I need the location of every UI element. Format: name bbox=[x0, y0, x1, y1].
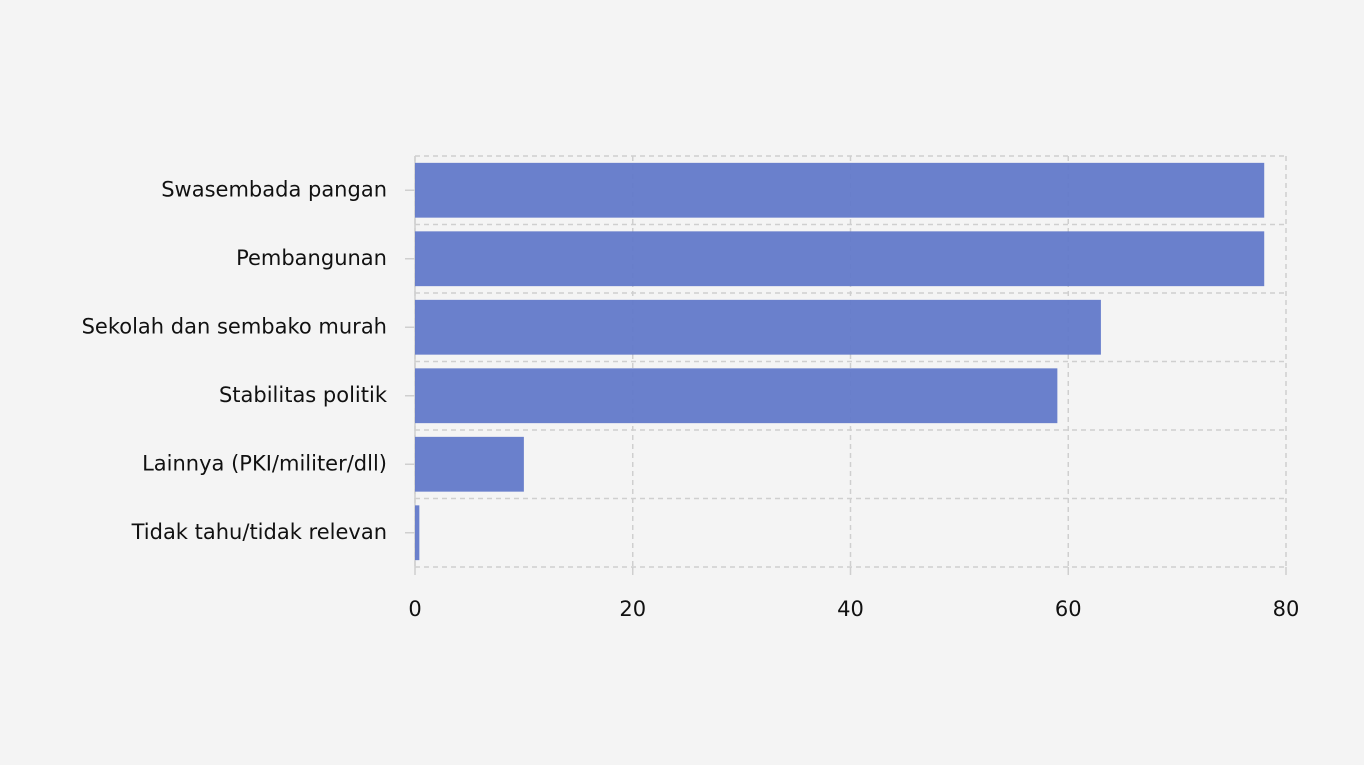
bar bbox=[415, 162, 1265, 218]
bar bbox=[415, 368, 1058, 424]
bar bbox=[415, 436, 524, 492]
y-tick-label: Tidak tahu/tidak relevan bbox=[131, 520, 387, 544]
y-tick-label: Pembangunan bbox=[236, 246, 387, 270]
x-tick-label: 0 bbox=[408, 597, 421, 621]
x-tick-label: 80 bbox=[1273, 597, 1300, 621]
bar bbox=[415, 299, 1101, 355]
bar bbox=[415, 505, 420, 561]
x-tick-label: 20 bbox=[619, 597, 646, 621]
y-tick-label: Lainnya (PKI/militer/dll) bbox=[142, 451, 387, 475]
y-tick-label: Sekolah dan sembako murah bbox=[82, 314, 387, 338]
x-tick-label: 40 bbox=[837, 597, 864, 621]
y-tick-label: Stabilitas politik bbox=[219, 383, 388, 407]
bar bbox=[415, 231, 1265, 287]
y-tick-label: Swasembada pangan bbox=[161, 177, 387, 201]
x-tick-label: 60 bbox=[1055, 597, 1082, 621]
